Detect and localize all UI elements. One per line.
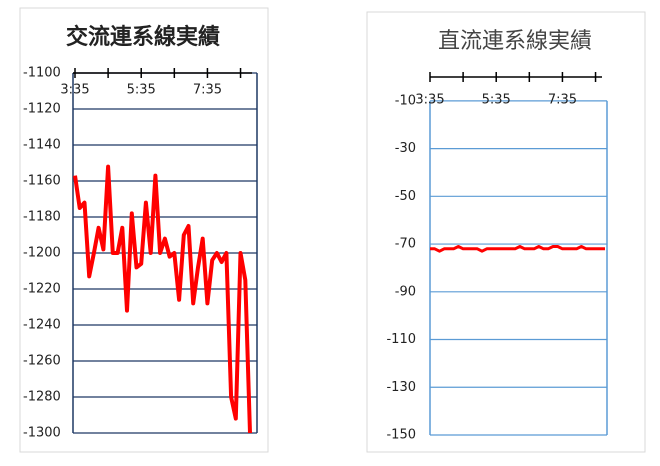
x-tick-label: 7:35 xyxy=(548,93,577,108)
y-tick-label: -110 xyxy=(386,332,416,347)
y-tick-label: -1300 xyxy=(23,426,61,441)
x-tick-label: 3:35 xyxy=(60,83,89,98)
x-tick-label: 7:35 xyxy=(193,83,222,98)
x-tick-label: 3:35 xyxy=(415,93,444,108)
y-tick-label: -1160 xyxy=(23,174,61,189)
data-line xyxy=(430,245,605,253)
y-tick-label: -1220 xyxy=(23,282,61,297)
chart-card xyxy=(19,7,269,453)
y-tick-label: -30 xyxy=(395,141,416,156)
data-line xyxy=(73,164,252,434)
y-tick-label: -1120 xyxy=(23,102,61,117)
y-tick-label: -1240 xyxy=(23,318,61,333)
y-tick-label: -10 xyxy=(395,93,416,108)
y-tick-label: -90 xyxy=(395,284,416,299)
y-tick-label: -70 xyxy=(395,237,416,252)
chart-title: 直流連系線実績 xyxy=(438,29,592,54)
y-tick-label: -150 xyxy=(386,428,416,443)
y-tick-label: -1200 xyxy=(23,246,61,261)
y-tick-label: -50 xyxy=(395,189,416,204)
x-tick-label: 5:35 xyxy=(127,83,156,98)
y-tick-label: -1140 xyxy=(23,138,61,153)
y-tick-label: -130 xyxy=(386,380,416,395)
y-tick-label: -1180 xyxy=(23,210,61,225)
y-tick-label: -1260 xyxy=(23,354,61,369)
x-tick-label: 5:35 xyxy=(482,93,511,108)
chart-title: 交流連系線実績 xyxy=(66,24,220,50)
y-tick-label: -1100 xyxy=(23,66,61,81)
chart-card xyxy=(366,11,646,453)
y-tick-label: -1280 xyxy=(23,390,61,405)
